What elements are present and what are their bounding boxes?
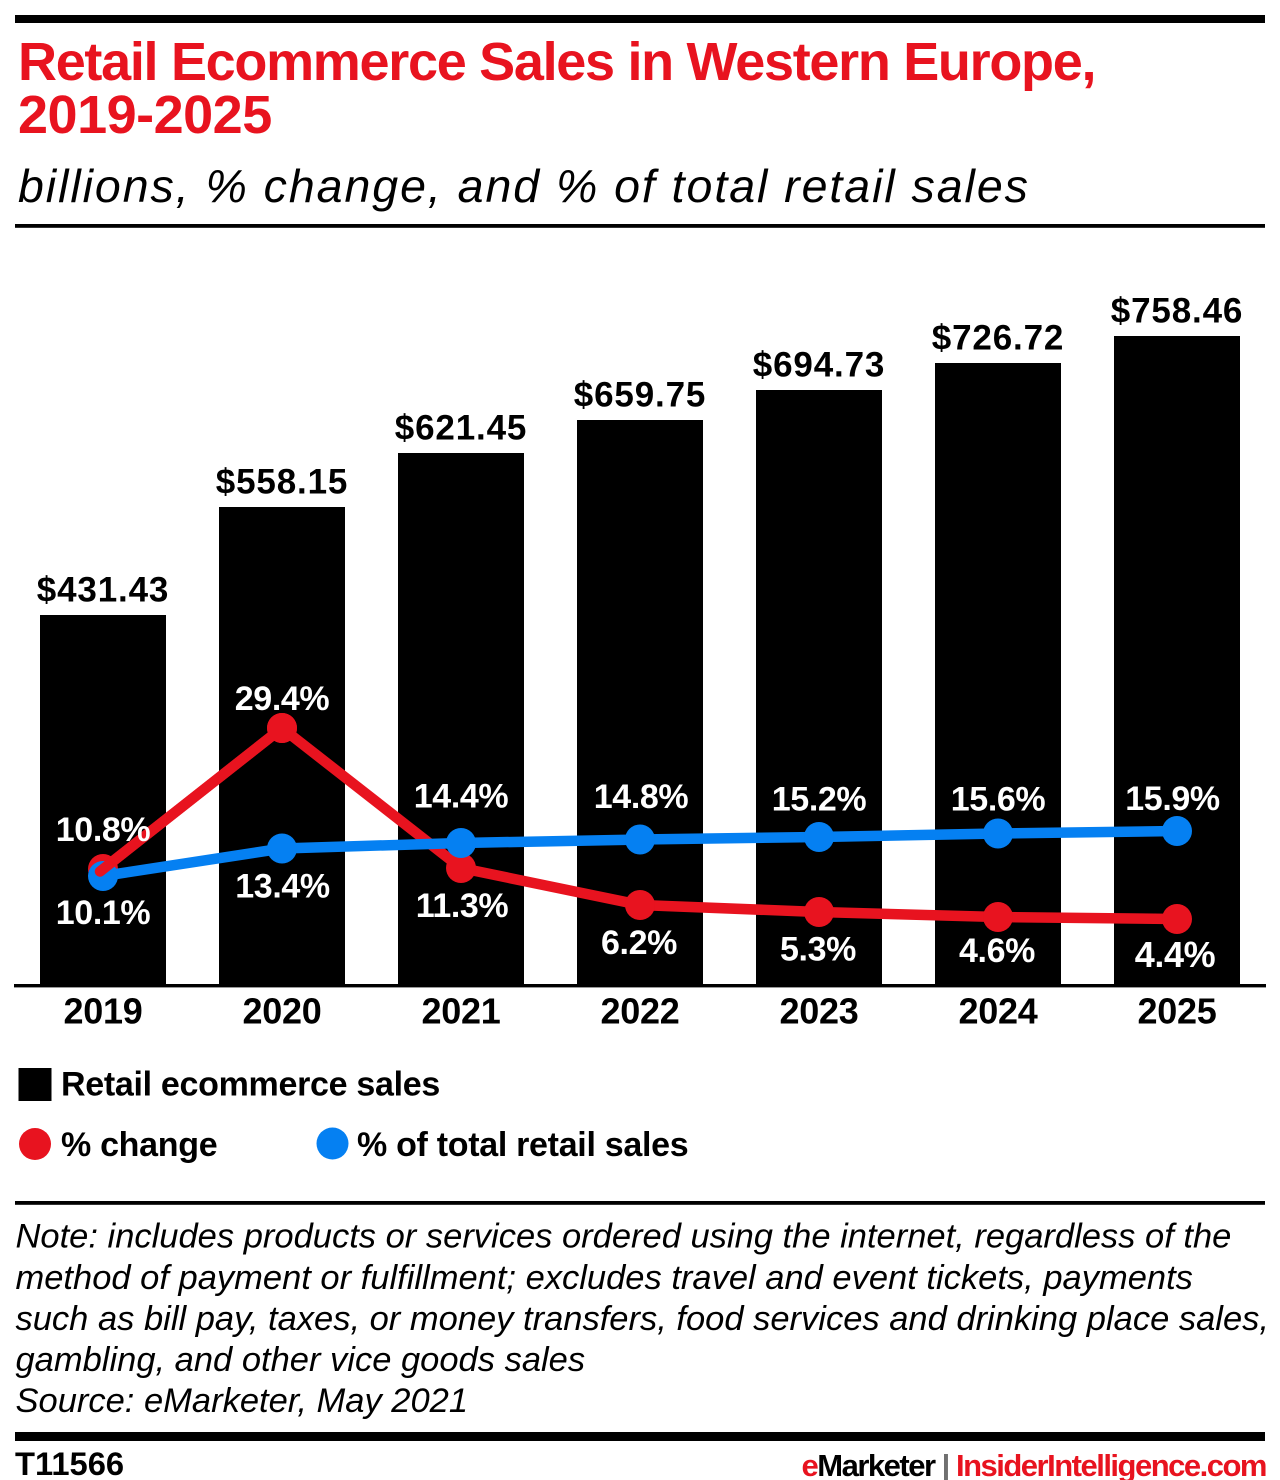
svg-text:5.3%: 5.3% — [780, 931, 856, 969]
svg-text:$431.43: $431.43 — [37, 571, 169, 610]
svg-text:2023: 2023 — [780, 991, 859, 1032]
svg-text:$659.75: $659.75 — [574, 376, 706, 415]
svg-text:$726.72: $726.72 — [932, 319, 1064, 358]
svg-text:T11566: T11566 — [15, 1445, 124, 1480]
svg-text:Source: eMarketer, May 2021: Source: eMarketer, May 2021 — [16, 1382, 469, 1420]
svg-text:2019-2025: 2019-2025 — [18, 85, 272, 145]
svg-text:15.6%: 15.6% — [951, 781, 1046, 819]
svg-text:$694.73: $694.73 — [753, 346, 885, 385]
svg-text:2024: 2024 — [959, 991, 1038, 1032]
svg-text:15.2%: 15.2% — [772, 781, 867, 819]
svg-text:11.3%: 11.3% — [416, 887, 509, 925]
svg-text:2019: 2019 — [64, 991, 143, 1032]
svg-text:4.6%: 4.6% — [959, 932, 1035, 970]
svg-text:14.8%: 14.8% — [594, 778, 689, 816]
svg-text:eMarketer | InsiderIntelligenc: eMarketer | InsiderIntelligence.com — [802, 1448, 1266, 1480]
svg-text:such as bill pay, taxes, or mo: such as bill pay, taxes, or money transf… — [16, 1300, 1269, 1338]
svg-text:Retail ecommerce sales: Retail ecommerce sales — [61, 1066, 440, 1104]
svg-text:$558.15: $558.15 — [216, 463, 348, 502]
svg-text:2021: 2021 — [422, 991, 501, 1032]
svg-text:Note: includes products or ser: Note: includes products or services orde… — [16, 1218, 1232, 1256]
svg-text:gambling, and other vice goods: gambling, and other vice goods sales — [16, 1341, 586, 1379]
svg-text:2025: 2025 — [1138, 991, 1217, 1032]
svg-text:% of total retail sales: % of total retail sales — [357, 1126, 688, 1164]
svg-text:$621.45: $621.45 — [395, 409, 527, 448]
svg-text:10.8%: 10.8% — [56, 811, 151, 849]
svg-text:6.2%: 6.2% — [601, 924, 677, 962]
svg-text:13.4%: 13.4% — [235, 868, 330, 906]
svg-text:29.4%: 29.4% — [235, 680, 330, 718]
svg-text:method of payment or fulfillme: method of payment or fulfillment; exclud… — [16, 1259, 1193, 1297]
svg-text:2022: 2022 — [601, 991, 680, 1032]
svg-text:10.1%: 10.1% — [56, 894, 151, 932]
svg-text:$758.46: $758.46 — [1111, 292, 1243, 331]
svg-text:% change: % change — [61, 1126, 217, 1164]
svg-text:2020: 2020 — [243, 991, 322, 1032]
svg-text:billions, % change, and % of t: billions, % change, and % of total retai… — [18, 160, 1030, 212]
svg-text:Retail Ecommerce Sales in West: Retail Ecommerce Sales in Western Europe… — [18, 32, 1095, 92]
svg-text:14.4%: 14.4% — [414, 778, 509, 816]
svg-text:15.9%: 15.9% — [1125, 780, 1220, 818]
svg-text:4.4%: 4.4% — [1135, 934, 1216, 975]
